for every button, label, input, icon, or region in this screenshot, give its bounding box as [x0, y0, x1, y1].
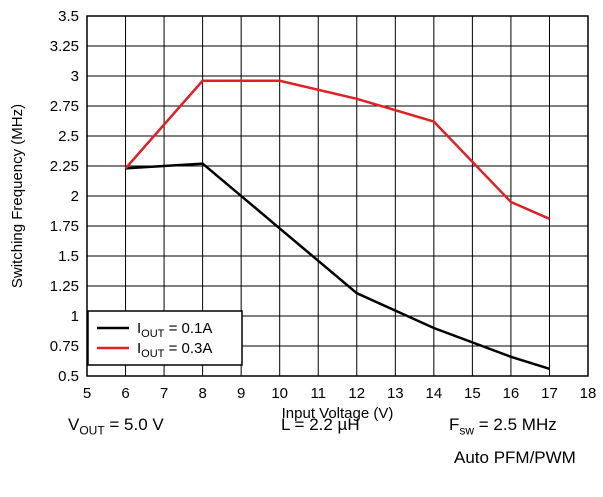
legend-label-2: IOUT = 0.3A [137, 340, 212, 360]
plot-frame [86, 15, 589, 377]
x-tick-label: 5 [83, 385, 91, 402]
y-tick-label: 2.25 [50, 158, 79, 175]
x-tick-label: 13 [387, 385, 404, 402]
y-tick-label: 2.75 [50, 98, 79, 115]
x-tick-label: 7 [160, 385, 168, 402]
x-tick-label: 6 [121, 385, 129, 402]
vout-condition: VOUT = 5.0 V [68, 415, 164, 438]
legend-box [87, 310, 243, 366]
y-tick-label: 0.5 [58, 368, 79, 385]
y-tick-label: 2.5 [58, 128, 79, 145]
y-tick-label: 1 [71, 308, 79, 325]
series-line-2 [124, 79, 550, 220]
x-tick-label: 9 [237, 385, 245, 402]
y-tick-label: 3.5 [58, 8, 79, 25]
y-tick-label: 0.75 [50, 338, 79, 355]
x-axis-label: Input Voltage (V) [282, 405, 394, 422]
y-axis-label: Switching Frequency (MHz) [9, 104, 26, 288]
y-tick-label: 2 [71, 188, 79, 205]
x-tick-label: 12 [348, 385, 365, 402]
x-tick-labels: 5 6 7 8 9 10 11 12 13 14 15 16 17 18 [83, 385, 597, 402]
y-tick-label: 3 [71, 68, 79, 85]
legend-label-1: IOUT = 0.1A [137, 320, 212, 340]
mode-condition: Auto PFM/PWM [454, 448, 576, 467]
x-tick-label: 14 [426, 385, 443, 402]
inductor-condition: L = 2.2 µH [281, 415, 360, 434]
fsw-condition: Fsw = 2.5 MHz [449, 415, 557, 438]
x-tick-label: 15 [464, 385, 481, 402]
series-lines [124, 79, 550, 370]
x-tick-label: 18 [580, 385, 597, 402]
y-tick-labels: 0.5 0.75 1 1.25 1.5 1.75 2 2.25 2.5 2.75 3 3.25 3.5 [50, 8, 79, 385]
x-tick-label: 10 [271, 385, 288, 402]
y-tick-label: 1.75 [50, 218, 79, 235]
x-tick-label: 11 [310, 385, 326, 402]
frequency-chart: 5 6 7 8 9 10 11 12 13 14 15 16 17 18 0.5 0.75 1 1.25 1.5 1… [9, 8, 597, 422]
y-tick-label: 3.25 [50, 38, 79, 55]
x-tick-label: 8 [198, 385, 206, 402]
y-tick-label: 1.5 [58, 248, 79, 265]
x-tick-label: 16 [503, 385, 520, 402]
x-tick-label: 17 [541, 385, 558, 402]
series-line-1 [125, 162, 550, 370]
y-tick-label: 1.25 [50, 278, 79, 295]
